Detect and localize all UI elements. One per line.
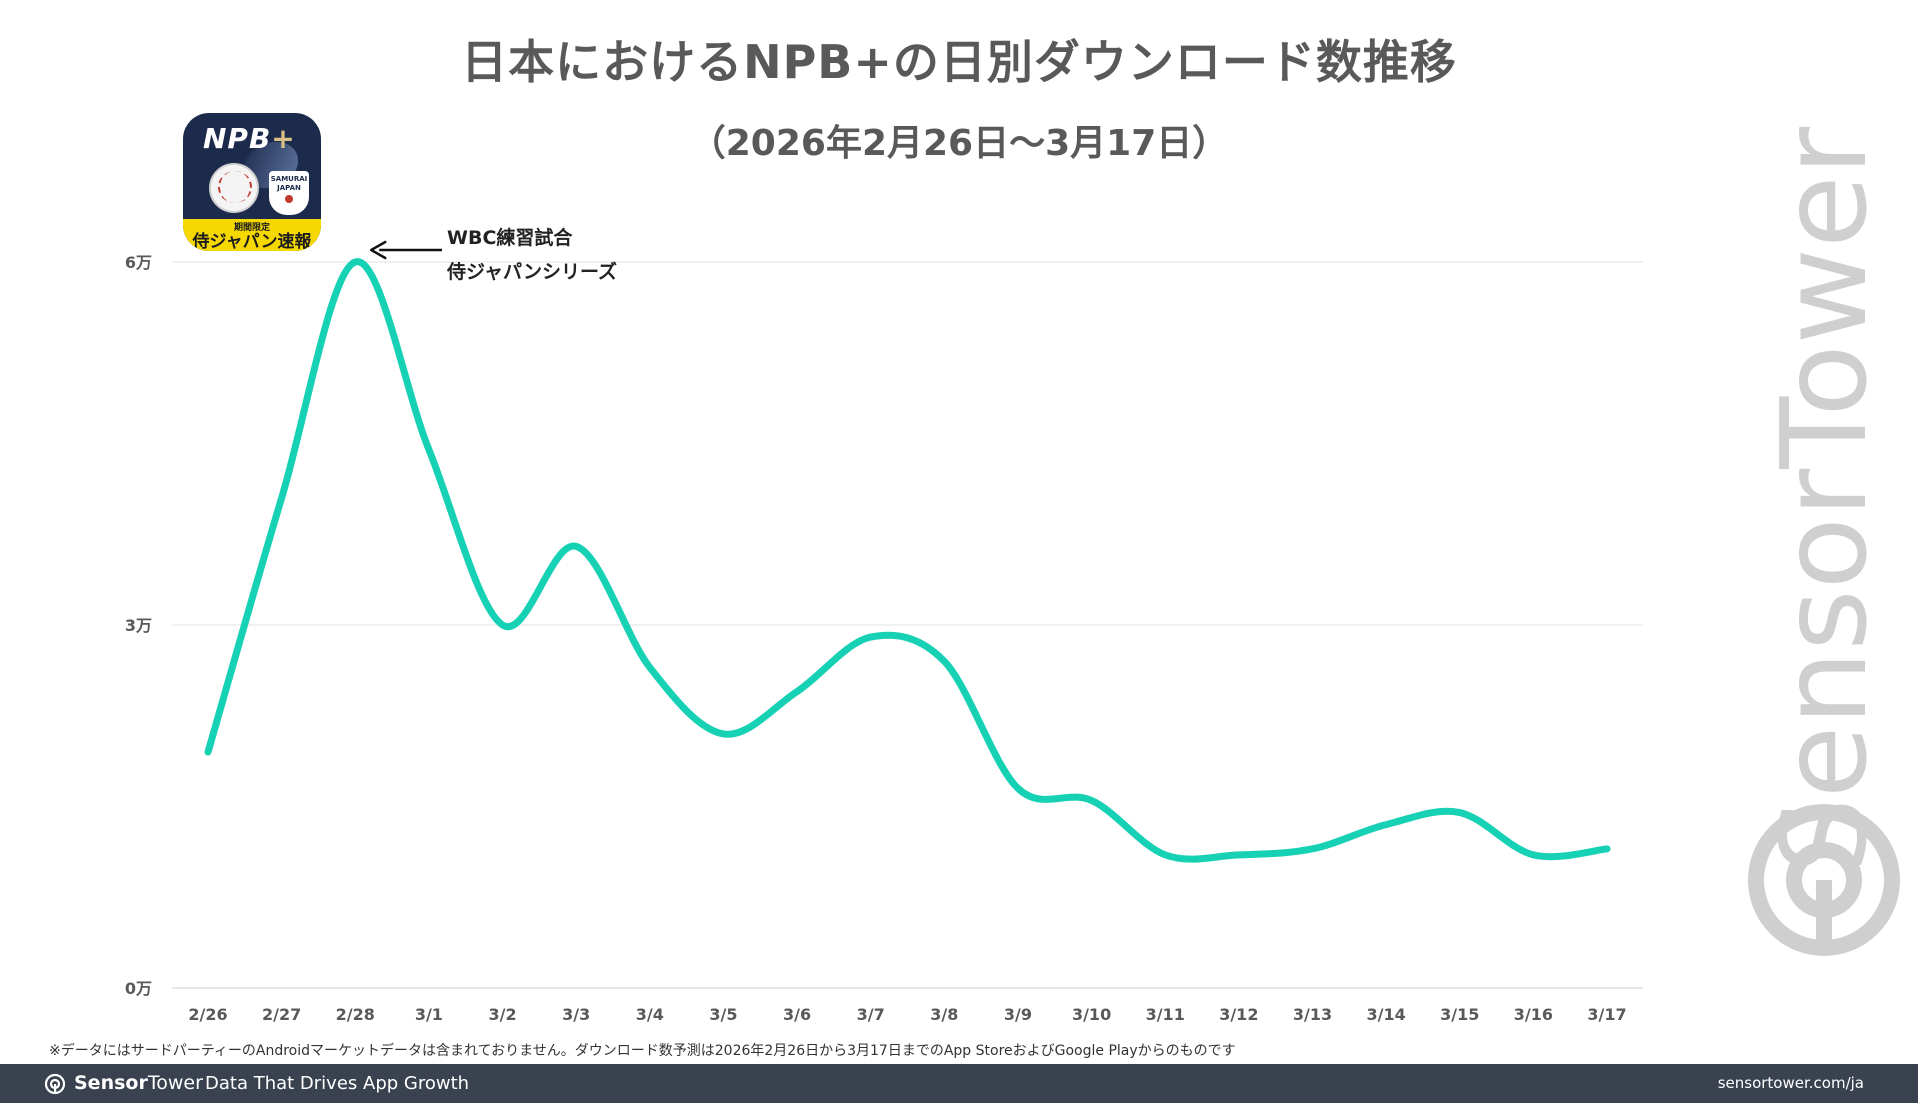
x-tick-label: 3/7 bbox=[857, 1005, 885, 1024]
x-tick-label: 3/5 bbox=[709, 1005, 737, 1024]
series-line bbox=[204, 258, 1611, 863]
annotation-line1: WBC練習試合 bbox=[447, 227, 573, 249]
npb-app-icon: NPB+ SAMURAI JAPAN 期間限定 侍ジャパン速報 bbox=[183, 113, 321, 251]
x-tick-label: 3/3 bbox=[562, 1005, 590, 1024]
baseball-icon bbox=[209, 163, 259, 213]
x-tick-label: 3/2 bbox=[488, 1005, 516, 1024]
x-tick-label: 3/9 bbox=[1004, 1005, 1032, 1024]
band-small-text: 期間限定 bbox=[233, 223, 270, 233]
badge-line1: SAMURAI bbox=[270, 175, 308, 183]
y-tick-label: 6万 bbox=[125, 253, 152, 272]
x-tick-label: 3/17 bbox=[1587, 1005, 1626, 1024]
x-tick-label: 3/1 bbox=[415, 1005, 443, 1024]
badge-line2: JAPAN bbox=[277, 184, 301, 192]
x-tick-label: 3/11 bbox=[1146, 1005, 1185, 1024]
x-tick-label: 2/26 bbox=[188, 1005, 227, 1024]
x-tick-label: 3/4 bbox=[636, 1005, 664, 1024]
x-tick-label: 3/15 bbox=[1440, 1005, 1479, 1024]
watermark-text: SensorTower bbox=[1755, 126, 1893, 874]
annotation-arrow-head-icon bbox=[370, 240, 387, 260]
x-tick-label: 3/13 bbox=[1293, 1005, 1332, 1024]
npb-logo-plus: + bbox=[271, 122, 296, 155]
sensortower-logo-icon bbox=[44, 1073, 66, 1095]
x-tick-label: 2/27 bbox=[262, 1005, 301, 1024]
x-tick-label: 2/28 bbox=[336, 1005, 375, 1024]
y-tick-label: 3万 bbox=[125, 616, 152, 635]
rising-sun-dot-icon bbox=[285, 195, 293, 203]
x-tick-label: 3/10 bbox=[1072, 1005, 1111, 1024]
x-tick-label: 3/14 bbox=[1366, 1005, 1405, 1024]
x-tick-label: 3/8 bbox=[930, 1005, 958, 1024]
footer-tagline: Data That Drives App Growth bbox=[205, 1073, 470, 1094]
sensortower-watermark-logo-icon bbox=[1748, 804, 1900, 956]
sensortower-watermark: SensorTower bbox=[1744, 127, 1904, 960]
y-tick-label: 0万 bbox=[125, 979, 152, 998]
band-big-text: 侍ジャパン速報 bbox=[192, 232, 312, 251]
samurai-japan-badge-icon: SAMURAI JAPAN bbox=[269, 171, 309, 215]
footer-brand: SensorTower bbox=[44, 1064, 203, 1103]
npb-logo-text: NPB bbox=[203, 122, 272, 155]
chart-subtitle: （2026年2月26日～3月17日） bbox=[689, 123, 1229, 164]
annotation-line2: 侍ジャパンシリーズ bbox=[447, 261, 618, 283]
chart-title: 日本におけるNPB+の日別ダウンロード数推移 bbox=[461, 35, 1457, 89]
icon-band: 期間限定 侍ジャパン速報 bbox=[183, 219, 321, 251]
footer-brand-tower: Tower bbox=[147, 1072, 203, 1094]
x-tick-label: 3/6 bbox=[783, 1005, 811, 1024]
peak-annotation: WBC練習試合 侍ジャパンシリーズ bbox=[447, 221, 617, 289]
npb-logo: NPB+ bbox=[203, 122, 296, 155]
footnote: ※データにはサードパーティーのAndroidマーケットデータは含まれておりません… bbox=[49, 1043, 1236, 1059]
x-tick-label: 3/12 bbox=[1219, 1005, 1258, 1024]
footer-brand-sensor: Sensor bbox=[74, 1072, 148, 1094]
footer-bar: SensorTower Data That Drives App Growth … bbox=[0, 1064, 1918, 1103]
footer-url[interactable]: sensortower.com/ja bbox=[1717, 1074, 1864, 1092]
x-tick-label: 3/16 bbox=[1514, 1005, 1553, 1024]
